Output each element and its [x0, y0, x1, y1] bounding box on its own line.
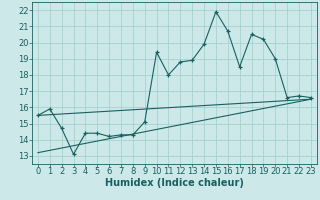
X-axis label: Humidex (Indice chaleur): Humidex (Indice chaleur) — [105, 178, 244, 188]
